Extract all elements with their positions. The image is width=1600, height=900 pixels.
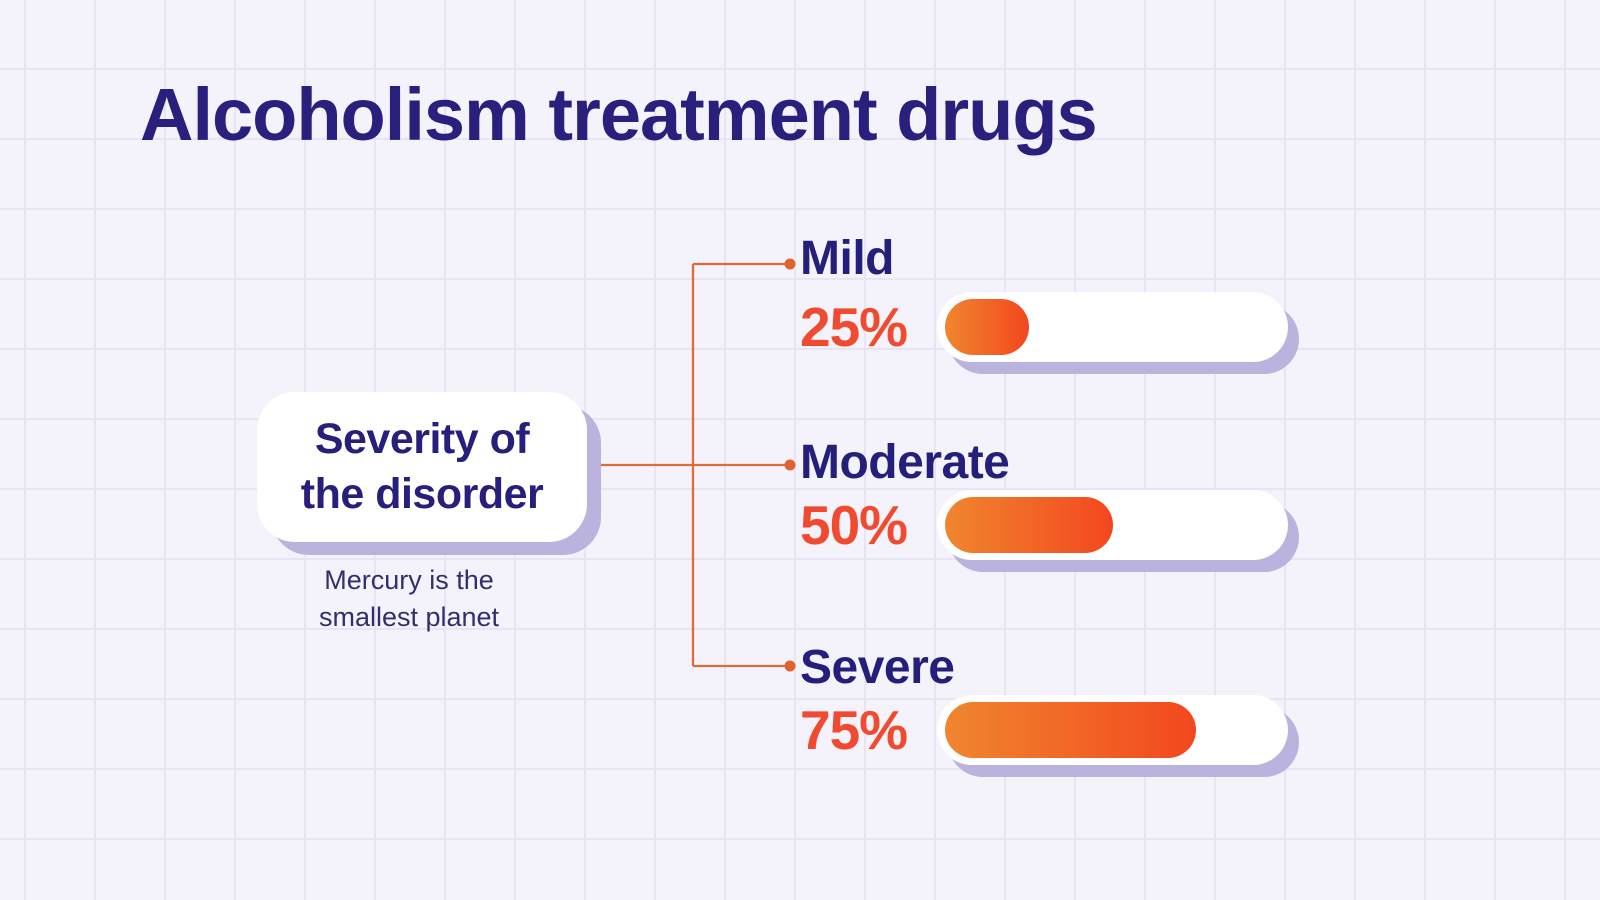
progress-row-moderate: 50% [800,490,1288,560]
percent-label-moderate: 50% [800,494,908,556]
percent-label-severe: 75% [800,699,908,761]
progress-fill-severe [945,702,1197,758]
progress-row-mild: 25% [800,292,1288,362]
progress-fill-mild [945,299,1029,355]
progress-track-moderate [937,490,1288,560]
progress-track-severe [937,695,1288,765]
percent-label-mild: 25% [800,296,908,358]
connector-dot-mild [784,258,796,270]
progress-row-severe: 75% [800,695,1288,765]
caption-line1: Mercury is the [324,565,494,595]
severity-card-text-line1: Severity of [314,414,530,463]
progress-track-mild [937,292,1288,362]
connector-dot-moderate [784,459,796,471]
category-label-mild: Mild [800,232,894,285]
connector-dot-severe [784,660,796,672]
category-label-moderate: Moderate [800,436,1010,489]
page-title: Alcoholism treatment drugs [140,73,1098,156]
progress-fill-moderate [945,497,1113,553]
severity-card: Severity of the disorder [257,392,587,542]
caption-line2: smallest planet [318,602,500,633]
caption: Mercury is the smallest planet [244,562,574,637]
severity-card-text-line2: the disorder [300,470,544,518]
category-label-severe: Severe [800,641,955,694]
